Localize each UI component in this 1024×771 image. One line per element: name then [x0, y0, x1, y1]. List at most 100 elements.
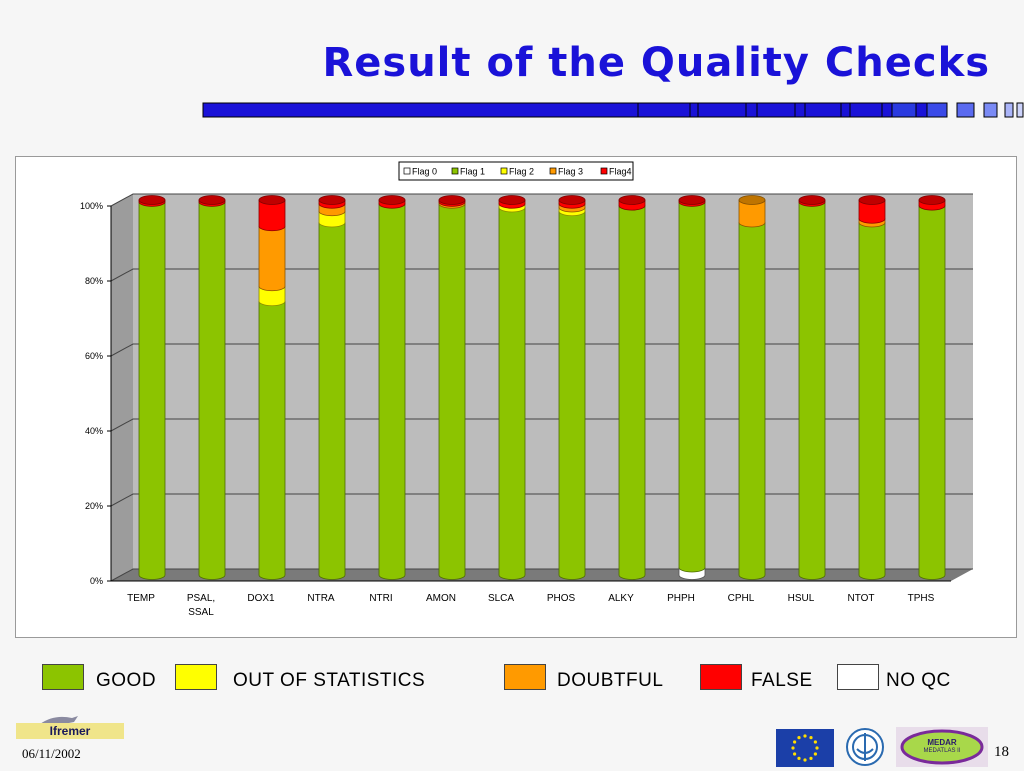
eu-star: [803, 734, 807, 738]
ifremer-fish-icon: [40, 716, 78, 725]
bar-segment: [618, 205, 646, 580]
bar-top-cap: [558, 195, 586, 205]
y-tick-label: 60%: [85, 351, 103, 361]
x-tick-label: NTRA: [307, 593, 335, 604]
plot-side-wall: [111, 194, 133, 581]
x-tick-label: PHPH: [667, 593, 695, 604]
x-tick-label: AMON: [426, 593, 456, 604]
y-tick-label: 100%: [80, 201, 103, 211]
bar-top-cap: [498, 195, 526, 205]
x-tick-label: PSAL,: [187, 593, 215, 604]
legend-label-false: FALSE: [751, 670, 813, 691]
eu-star: [809, 756, 813, 760]
footer-date: 06/11/2002: [22, 746, 81, 761]
eu-star: [797, 756, 801, 760]
page-number: 18: [994, 744, 1009, 760]
underline-segment: [637, 102, 691, 118]
x-tick-label: TEMP: [127, 593, 155, 604]
bar-top-cap: [918, 195, 946, 205]
x-tick-label: CPHL: [728, 593, 755, 604]
eu-star: [793, 740, 797, 744]
legend-swatch-out-of-statistics: [175, 664, 217, 690]
legend-label-out-of-statistics: OUT OF STATISTICS: [233, 670, 426, 691]
underline-segment: [849, 102, 883, 118]
bar-segment: [858, 222, 886, 580]
bar-segment: [558, 210, 586, 580]
gridline: [110, 193, 973, 207]
legend-label-doubtful: DOUBTFUL: [557, 670, 664, 691]
legend-swatch: [500, 167, 508, 175]
x-tick-label: SLCA: [488, 593, 514, 604]
stacked-bar-chart: 0% 20% 40% 60% 80% 100% TEMP PSAL, SSAL DOX1 NTRA N…: [80, 161, 973, 618]
bar-segment: [678, 201, 706, 573]
bar-top-cap: [438, 195, 466, 205]
bar-segment: [438, 203, 466, 580]
bar-segment: [198, 201, 226, 580]
x-tick-label: NTRI: [369, 593, 392, 604]
bar-segment: [258, 300, 286, 580]
eu-star: [813, 752, 817, 756]
medatlas-logo-text: MEDATLAS II: [923, 748, 961, 754]
eu-star: [809, 736, 813, 740]
x-tick-label: NTOT: [847, 593, 874, 604]
underline-segment: [926, 102, 948, 118]
bar-segment: [258, 225, 286, 292]
bar-top-cap: [318, 195, 346, 205]
legend-label-good: GOOD: [96, 670, 157, 691]
legend-swatch-doubtful: [504, 664, 546, 690]
eu-star: [803, 758, 807, 762]
underline-segment: [202, 102, 931, 118]
chart-legend: [398, 161, 634, 181]
legend-entry: Flag 1: [460, 167, 485, 177]
eu-star: [813, 740, 817, 744]
eu-star: [797, 736, 801, 740]
y-tick-label: 80%: [85, 276, 103, 286]
eu-star: [793, 752, 797, 756]
bar-top-cap: [378, 195, 406, 205]
underline-segment: [891, 102, 917, 118]
ifremer-logo-text: Ifremer: [16, 723, 124, 739]
eu-flag-logo: [776, 729, 834, 767]
slide-title: Result of the Quality Checks: [322, 40, 990, 86]
bar-segment: [498, 207, 526, 580]
x-tick-label: HSUL: [788, 593, 815, 604]
legend-swatch: [403, 167, 411, 175]
x-tick-label: ALKY: [608, 593, 634, 604]
underline-segment: [804, 102, 842, 118]
ioc-logo: [844, 727, 886, 767]
legend-entry: Flag4: [609, 167, 632, 177]
bar-segment: [318, 222, 346, 580]
underline-segment: [956, 102, 975, 118]
legend-swatch: [600, 167, 608, 175]
y-tick-label: 0%: [90, 576, 103, 586]
eu-stars-icon: [791, 734, 819, 762]
bar-top-cap: [138, 195, 166, 205]
legend-swatch: [451, 167, 459, 175]
medar-logo: MEDAR MEDATLAS II: [896, 727, 988, 767]
underline-segment: [697, 102, 747, 118]
bar-segment: [858, 199, 886, 224]
bar-segment: [738, 199, 766, 228]
bar-segment: [738, 222, 766, 580]
bar-top-cap: [198, 195, 226, 205]
y-tick-label: 40%: [85, 426, 103, 436]
x-tick-label: DOX1: [247, 593, 275, 604]
x-tick-label: PHOS: [547, 593, 576, 604]
bar-top-cap: [618, 195, 646, 205]
bar-top-cap: [258, 195, 286, 205]
underline-segment: [1016, 102, 1024, 118]
y-tick-label: 20%: [85, 501, 103, 511]
underline-segment: [983, 102, 998, 118]
medar-emblem-icon: [900, 729, 984, 765]
bar-top-cap: [678, 195, 706, 205]
bar-top-cap: [738, 195, 766, 205]
plot-floor: [111, 569, 973, 581]
bar-top-cap: [858, 195, 886, 205]
legend-label-no-qc: NO QC: [886, 670, 951, 691]
eu-star: [815, 746, 819, 750]
x-tick-label: SSAL: [188, 607, 214, 618]
bar-segment: [258, 199, 286, 232]
legend-swatch-false: [700, 664, 742, 690]
bar-segment: [918, 205, 946, 580]
bar-segment: [258, 285, 286, 307]
